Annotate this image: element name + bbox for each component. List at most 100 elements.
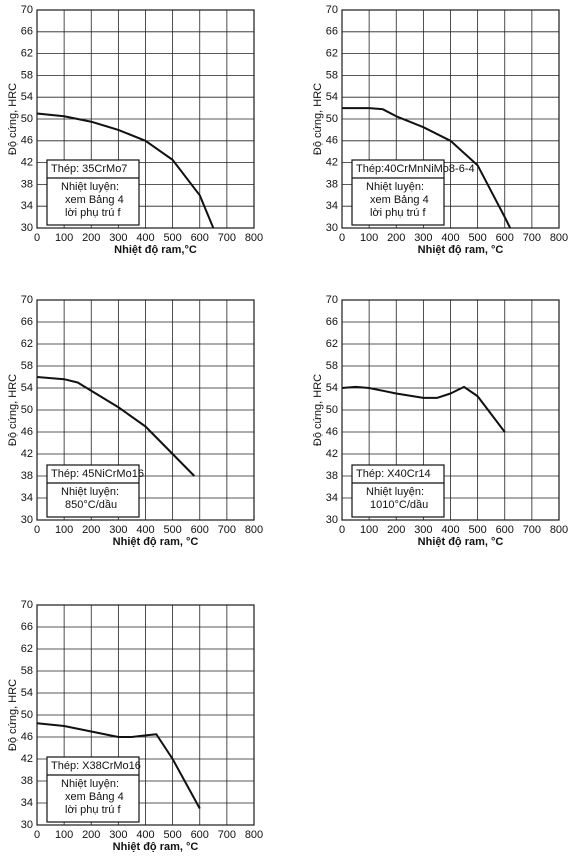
legend-title: Thép:40CrMnNiMo8-6-4 — [356, 163, 475, 175]
legend-box — [46, 464, 140, 518]
y-tick-label: 38 — [326, 470, 338, 482]
y-tick-label: 42 — [21, 753, 33, 765]
legend-note: Nhiệt luyện: — [61, 181, 119, 193]
x-tick-label: 300 — [109, 232, 127, 244]
x-tick-label: 600 — [496, 524, 514, 536]
y-tick-label: 30 — [21, 514, 33, 526]
x-tick-label: 400 — [441, 524, 459, 536]
legend-title: Thép: X40Cr14 — [356, 468, 431, 480]
x-tick-label: 100 — [55, 524, 73, 536]
data-line — [36, 112, 215, 229]
x-tick-label: 100 — [360, 524, 378, 536]
x-tick-label: 0 — [339, 232, 345, 244]
y-tick-label: 50 — [326, 404, 338, 416]
x-tick-label: 200 — [82, 524, 100, 536]
y-tick-label: 46 — [21, 426, 33, 438]
legend-note: lời phụ trú f — [65, 804, 121, 816]
x-tick-label: 200 — [387, 232, 405, 244]
x-axis-label: Nhiệt độ ram, °C — [113, 841, 199, 853]
legend-title: Thép: 45NiCrMo16 — [51, 468, 144, 480]
data-line — [342, 107, 512, 229]
x-tick-label: 800 — [550, 232, 568, 244]
legend-note: Nhiệt luyện: — [61, 778, 119, 790]
y-tick-label: 70 — [326, 294, 338, 306]
y-tick-label: 42 — [326, 157, 338, 169]
y-tick-label: 66 — [21, 316, 33, 328]
y-tick-label: 34 — [21, 797, 33, 809]
x-tick-label: 800 — [245, 232, 263, 244]
y-tick-label: 34 — [21, 492, 33, 504]
y-tick-label: 38 — [326, 178, 338, 190]
y-axis-label: Độ cứng, HRC — [312, 83, 324, 155]
x-tick-label: 700 — [523, 232, 541, 244]
y-tick-label: 38 — [21, 775, 33, 787]
y-tick-label: 58 — [21, 665, 33, 677]
y-tick-label: 38 — [21, 470, 33, 482]
x-tick-label: 500 — [163, 524, 181, 536]
y-tick-label: 66 — [21, 26, 33, 38]
y-tick-label: 66 — [21, 621, 33, 633]
y-tick-label: 54 — [21, 91, 33, 103]
y-tick-label: 34 — [21, 200, 33, 212]
y-tick-label: 54 — [21, 687, 33, 699]
legend-title: Thép: 35CrMo7 — [51, 163, 127, 175]
x-tick-label: 200 — [387, 524, 405, 536]
y-tick-label: 30 — [21, 819, 33, 831]
x-tick-label: 0 — [34, 829, 40, 841]
y-tick-label: 34 — [326, 492, 338, 504]
x-tick-label: 0 — [34, 524, 40, 536]
y-tick-label: 50 — [326, 113, 338, 125]
x-tick-label: 0 — [339, 524, 345, 536]
y-tick-label: 54 — [326, 91, 338, 103]
x-tick-label: 300 — [109, 829, 127, 841]
y-tick-label: 62 — [21, 48, 33, 60]
data-line — [341, 385, 506, 433]
x-axis-label: Nhiệt độ ram, °C — [418, 536, 504, 548]
y-tick-label: 58 — [21, 69, 33, 81]
x-tick-label: 700 — [218, 524, 236, 536]
y-tick-label: 50 — [21, 709, 33, 721]
x-tick-label: 700 — [218, 829, 236, 841]
y-tick-label: 30 — [21, 222, 33, 234]
y-tick-label: 70 — [21, 294, 33, 306]
y-tick-label: 30 — [326, 222, 338, 234]
y-tick-label: 70 — [21, 4, 33, 16]
x-tick-label: 600 — [496, 232, 514, 244]
x-tick-label: 500 — [468, 232, 486, 244]
x-tick-label: 800 — [550, 524, 568, 536]
x-tick-label: 400 — [136, 524, 154, 536]
y-tick-label: 54 — [21, 382, 33, 394]
legend-note: Nhiệt luyện: — [366, 181, 424, 193]
legend-note: xem Bảng 4 — [65, 791, 124, 803]
x-tick-label: 400 — [136, 829, 154, 841]
y-tick-label: 50 — [21, 404, 33, 416]
y-tick-label: 46 — [326, 426, 338, 438]
x-axis-label: Nhiệt độ ram, °C — [113, 536, 199, 548]
y-tick-label: 46 — [21, 731, 33, 743]
legend-note: Nhiệt luyện: — [61, 486, 119, 498]
x-tick-label: 700 — [218, 232, 236, 244]
y-axis-label: Độ cứng, HRC — [312, 374, 324, 446]
x-tick-label: 600 — [191, 524, 209, 536]
x-tick-label: 400 — [441, 232, 459, 244]
legend-box — [46, 756, 140, 823]
y-tick-label: 42 — [326, 448, 338, 460]
x-tick-label: 200 — [82, 829, 100, 841]
y-tick-label: 70 — [326, 4, 338, 16]
legend-title: Thép: X38CrMo16 — [51, 760, 141, 772]
x-tick-label: 500 — [163, 829, 181, 841]
x-tick-label: 100 — [55, 829, 73, 841]
y-tick-label: 62 — [326, 48, 338, 60]
legend-note: 1010°C/dầu — [370, 499, 428, 511]
x-tick-label: 300 — [414, 232, 432, 244]
y-tick-label: 62 — [326, 338, 338, 350]
y-tick-label: 42 — [21, 157, 33, 169]
x-tick-label: 0 — [34, 232, 40, 244]
x-tick-label: 600 — [191, 829, 209, 841]
x-tick-label: 600 — [191, 232, 209, 244]
y-axis-label: Độ cứng, HRC — [7, 83, 19, 155]
data-line — [36, 376, 196, 477]
y-tick-label: 62 — [21, 338, 33, 350]
x-tick-label: 100 — [360, 232, 378, 244]
